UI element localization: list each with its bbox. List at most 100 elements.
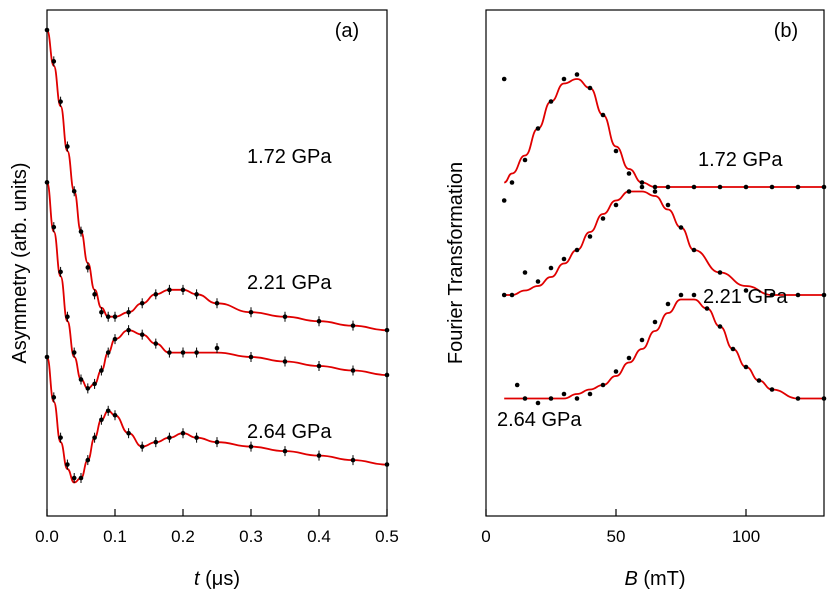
- panel-b-data-point: [639, 184, 645, 190]
- panel-a-series: [44, 25, 390, 484]
- panel-a-data-point: [180, 350, 186, 355]
- panel-a-data-point: [44, 27, 50, 33]
- panel-a-data-point: [282, 448, 288, 454]
- panel-b-x-axis-label: B (mT): [624, 568, 685, 590]
- panel-b-label: (b): [774, 20, 798, 42]
- panel-a-data-point: [214, 345, 220, 351]
- panel-a-data-point: [105, 314, 111, 320]
- panel-a-data-point: [105, 408, 111, 414]
- panel-a-data-point: [85, 457, 91, 463]
- panel-b-series-1: [501, 72, 827, 190]
- panel-b-data-point: [587, 85, 593, 91]
- panel-b-data-point: [535, 126, 541, 131]
- panel-a-data-point: [85, 265, 91, 270]
- panel-a-data-point: [44, 354, 50, 360]
- panel-b-data-point: [509, 180, 515, 185]
- panel-b: (b) 0 50 100 1.72 GPa 2.21 GPa 2.64 GPa Fo…: [445, 9, 827, 590]
- panel-b-data-point: [717, 324, 723, 329]
- panel-a-series-label-3: 2.64 GPa: [247, 421, 332, 443]
- panel-b-data-point: [600, 382, 606, 388]
- panel-a-frame: [46, 9, 388, 517]
- panel-b-data-point: [522, 270, 528, 275]
- panel-a-data-point: [139, 332, 145, 337]
- panel-a-x-axis-symbol: t: [194, 568, 201, 590]
- panel-b-data-point: [769, 292, 775, 298]
- panel-a-data-point: [167, 435, 172, 440]
- panel-b-data-point: [600, 216, 606, 221]
- panel-b-y-axis-label: Fourier Transformation: [445, 162, 467, 364]
- panel-b-data-point: [535, 279, 541, 284]
- panel-a-data-point: [350, 368, 356, 373]
- panel-a-data-point: [248, 354, 254, 360]
- panel-b-data-point: [501, 292, 507, 298]
- panel-b-data-point: [678, 225, 684, 230]
- panel-b-data-point: [756, 378, 762, 383]
- panel-a-data-point: [282, 359, 288, 364]
- panel-a-y-axis-label: Asymmetry (arb. units): [9, 162, 31, 363]
- panel-a-data-point: [384, 327, 390, 333]
- panel-b-data-point: [821, 292, 827, 298]
- panel-a-data-point: [316, 363, 322, 369]
- panel-b-data-point: [548, 99, 554, 104]
- panel-b-x-tick-label: 50: [607, 527, 626, 546]
- panel-b-data-point: [665, 301, 671, 307]
- panel-a-x-tick-label: 0.2: [171, 527, 195, 546]
- panel-a-data-point: [51, 224, 57, 230]
- panel-a-data-point: [316, 318, 322, 324]
- panel-a-label: (a): [335, 20, 359, 42]
- panel-a-series-3: [44, 352, 390, 484]
- panel-a-x-axis-label: t (μs): [194, 568, 240, 590]
- panel-a-data-point: [180, 430, 186, 436]
- panel-a-data-point: [194, 435, 199, 440]
- panel-b-data-point: [652, 189, 658, 194]
- panel-b-data-point: [639, 180, 645, 185]
- panel-a-x-tick-label: 0.3: [239, 527, 263, 546]
- panel-a-data-point: [92, 381, 97, 387]
- panel-a-data-point: [92, 435, 97, 440]
- panel-a-data-point: [282, 314, 288, 320]
- panel-a-data-point: [58, 269, 63, 275]
- panel-b-data-point: [587, 391, 593, 397]
- panel-b-data-point: [704, 306, 710, 311]
- panel-a-data-point: [180, 287, 186, 293]
- panel-a-x-ticks: 0.0 0.1 0.2 0.3 0.4 0.5: [35, 509, 399, 546]
- panel-a-series-label-2: 2.21 GPa: [247, 272, 332, 294]
- panel-b-data-point: [626, 171, 632, 176]
- panel-a-data-point: [71, 188, 77, 194]
- panel-b-data-point: [769, 387, 775, 392]
- panel-b-data-point: [509, 292, 515, 298]
- panel-b-data-point: [574, 396, 580, 401]
- panel-b-fit-curve: [504, 190, 824, 296]
- panel-a-data-point: [105, 350, 111, 355]
- panel-b-data-point: [626, 355, 632, 361]
- panel-a-data-point: [153, 341, 159, 346]
- panel-b-data-point: [501, 198, 507, 203]
- panel-b-data-point: [795, 396, 801, 401]
- panel-a-series-label-1: 1.72 GPa: [247, 146, 332, 168]
- panel-b-series-label-3: 2.64 GPa: [497, 409, 582, 431]
- panel-b-data-point: [574, 247, 580, 253]
- panel-b-frame: [485, 9, 825, 517]
- panel-b-data-point: [691, 184, 697, 190]
- panel-b-data-point: [717, 270, 723, 275]
- panel-b-data-point: [639, 337, 645, 343]
- panel-a-data-point: [214, 300, 220, 306]
- panel-a-data-point: [126, 327, 131, 333]
- panel-a-x-tick-label: 0.5: [375, 527, 399, 546]
- panel-a-series-2: [44, 177, 390, 394]
- panel-b-data-point: [501, 76, 507, 82]
- panel-a-data-point: [384, 372, 390, 378]
- panel-a-data-point: [248, 444, 254, 449]
- panel-b-x-axis-unit: (mT): [638, 568, 686, 590]
- panel-a-x-axis-unit: (μs): [200, 568, 240, 590]
- panel-a-data-point: [71, 350, 77, 355]
- panel-b-series-label-1: 1.72 GPa: [698, 149, 783, 171]
- panel-a-fit-curve: [46, 181, 388, 390]
- panel-a-data-point: [99, 368, 104, 373]
- panel-b-data-point: [821, 184, 827, 190]
- panel-a-data-point: [384, 462, 390, 467]
- panel-b-data-point: [691, 292, 697, 298]
- panel-a: (a) 0.0 0.1 0.2 0.3 0.4 0.5 1.72 GPa 2.21 GPa…: [9, 9, 399, 590]
- panel-a-data-point: [71, 475, 77, 481]
- panel-a-data-point: [65, 314, 70, 320]
